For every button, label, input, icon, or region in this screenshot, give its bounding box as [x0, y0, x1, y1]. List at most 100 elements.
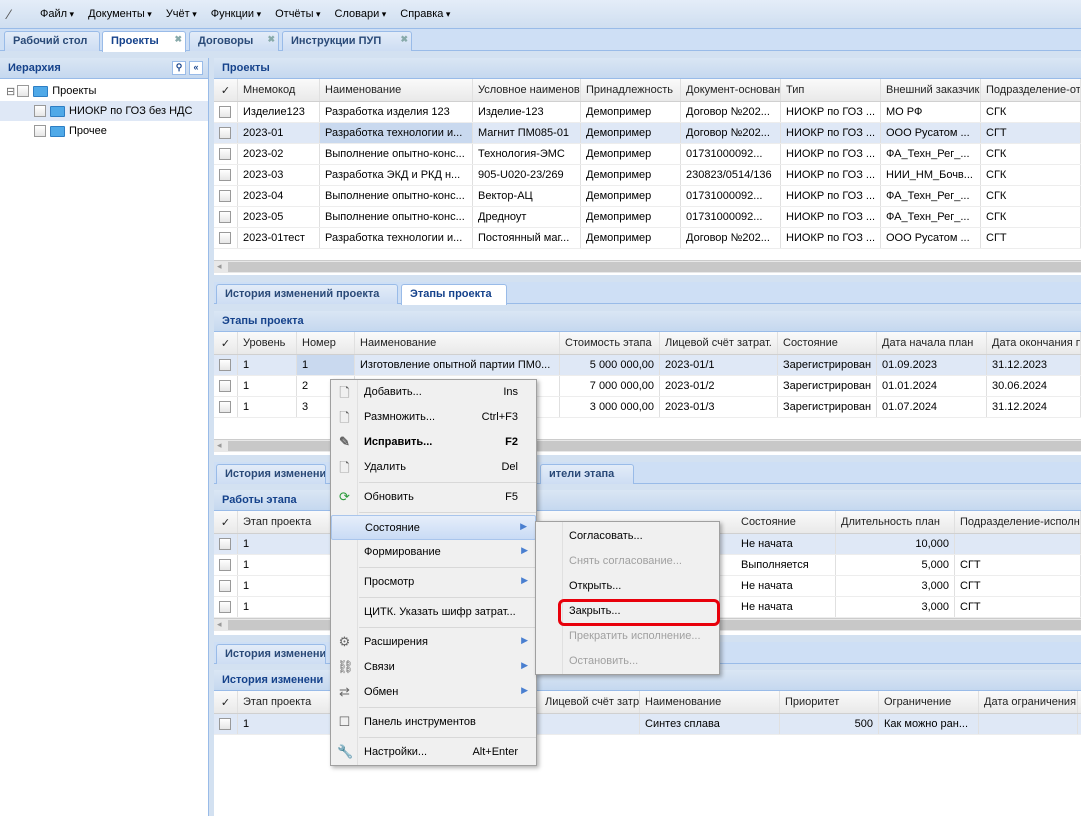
- row-checkbox[interactable]: [219, 359, 231, 372]
- table-row[interactable]: 2023-04 Выполнение опытно-конс... Вектор-А…: [214, 186, 1081, 207]
- row-checkbox-cell[interactable]: [214, 397, 238, 417]
- row-checkbox-cell[interactable]: [214, 355, 238, 375]
- column-header[interactable]: Уровень: [238, 332, 297, 354]
- column-header[interactable]: Подразделение-исполни: [955, 511, 1081, 533]
- tab-2[interactable]: Договоры ✖: [189, 31, 279, 51]
- scroll-thumb[interactable]: [228, 441, 1081, 451]
- context-menu-item[interactable]: Формирование ▶: [331, 540, 536, 565]
- table-row[interactable]: 2023-05 Выполнение опытно-конс... Дредноут…: [214, 207, 1081, 228]
- row-checkbox[interactable]: [219, 190, 231, 203]
- column-header[interactable]: Приоритет: [780, 691, 879, 713]
- tab-1[interactable]: Проекты ✖: [102, 31, 186, 52]
- row-checkbox-cell[interactable]: [214, 165, 238, 185]
- scroll-left-icon[interactable]: ◂: [217, 261, 222, 271]
- row-checkbox-cell[interactable]: [214, 597, 238, 617]
- column-header[interactable]: Внешний заказчик: [881, 79, 981, 101]
- row-checkbox-cell[interactable]: [214, 123, 238, 143]
- table-row[interactable]: 2023-01тест Разработка технологии и... Пос…: [214, 228, 1081, 249]
- column-header[interactable]: Этап проекта: [238, 691, 338, 713]
- context-menu-item[interactable]: ⛓ Связи ▶: [331, 655, 536, 680]
- collapse-icon[interactable]: «: [189, 61, 203, 75]
- table-row[interactable]: 1 1 Изготовление опытной партии ПМ0... 5 00…: [214, 355, 1081, 376]
- scroll-left-icon[interactable]: ◂: [217, 619, 222, 629]
- column-header[interactable]: Документ-основан: [681, 79, 781, 101]
- row-checkbox[interactable]: [219, 538, 231, 551]
- column-header[interactable]: Наименование: [640, 691, 780, 713]
- table-row[interactable]: 2023-02 Выполнение опытно-конс... Технолог…: [214, 144, 1081, 165]
- row-checkbox-cell[interactable]: [214, 186, 238, 206]
- context-menu-item[interactable]: 🗋 Удалить Del: [331, 455, 536, 480]
- column-header[interactable]: Состояние: [778, 332, 877, 354]
- column-header[interactable]: Дата ограничения: [979, 691, 1078, 713]
- context-menu-item[interactable]: 🗋 Размножить... Ctrl+F3: [331, 405, 536, 430]
- row-checkbox-cell[interactable]: [214, 207, 238, 227]
- column-header[interactable]: Дата начала план: [877, 332, 987, 354]
- tab-0[interactable]: Рабочий стол: [4, 31, 100, 51]
- column-header[interactable]: Стоимость этапа: [560, 332, 660, 354]
- row-checkbox-cell[interactable]: [214, 144, 238, 164]
- column-header[interactable]: Номер: [297, 332, 355, 354]
- subtab[interactable]: Этапы проекта: [401, 284, 507, 305]
- table-row[interactable]: 2023-01 Разработка технологии и... Магнит …: [214, 123, 1081, 144]
- close-icon[interactable]: ✖: [174, 34, 182, 44]
- menu-0[interactable]: Файл: [40, 8, 74, 20]
- submenu-item[interactable]: Открыть...: [569, 580, 622, 592]
- checkbox[interactable]: [34, 105, 46, 117]
- column-header[interactable]: Мнемокод: [238, 79, 320, 101]
- column-header[interactable]: Лицевой счёт затрат.: [660, 332, 778, 354]
- tree-node[interactable]: ⊟ Проекты: [0, 81, 208, 101]
- select-all-check[interactable]: ✓: [214, 511, 238, 533]
- tree-node[interactable]: НИОКР по ГОЗ без НДС: [0, 101, 208, 121]
- table-row[interactable]: 2023-03 Разработка ЭКД и РКД н... 905-U020…: [214, 165, 1081, 186]
- table-row[interactable]: Изделие123 Разработка изделия 123 Изделие-…: [214, 102, 1081, 123]
- row-checkbox[interactable]: [219, 718, 231, 731]
- row-checkbox-cell[interactable]: [214, 555, 238, 575]
- row-checkbox[interactable]: [219, 580, 231, 593]
- context-menu-item[interactable]: ⇄ Обмен ▶: [331, 680, 536, 705]
- row-checkbox[interactable]: [219, 211, 231, 224]
- tab-3[interactable]: Инструкции ПУП ✖: [282, 31, 412, 51]
- menu-3[interactable]: Функции: [211, 8, 261, 20]
- subtab[interactable]: История изменени: [216, 464, 326, 484]
- submenu-item[interactable]: Закрыть...: [569, 605, 621, 617]
- context-menu-item[interactable]: 🗋 Добавить... Ins: [331, 380, 536, 405]
- column-header[interactable]: Состояние: [736, 511, 836, 533]
- tree-node[interactable]: Прочее: [0, 121, 208, 141]
- subtab[interactable]: ители этапа: [540, 464, 634, 484]
- submenu-item[interactable]: Согласовать...: [569, 530, 643, 542]
- context-menu-item[interactable]: ⚙ Расширения ▶: [331, 630, 536, 655]
- checkbox[interactable]: [34, 125, 46, 137]
- column-header[interactable]: Принадлежность: [581, 79, 681, 101]
- row-checkbox[interactable]: [219, 380, 231, 393]
- select-all-check[interactable]: ✓: [214, 691, 238, 713]
- checkbox[interactable]: [17, 85, 30, 97]
- row-checkbox[interactable]: [219, 169, 231, 182]
- select-all-check[interactable]: ✓: [214, 332, 238, 354]
- column-header[interactable]: Ограничение: [879, 691, 979, 713]
- column-header[interactable]: Подразделение-от: [981, 79, 1081, 101]
- row-checkbox-cell[interactable]: [214, 376, 238, 396]
- menu-5[interactable]: Словари: [335, 8, 387, 20]
- row-checkbox-cell[interactable]: [214, 102, 238, 122]
- subtab[interactable]: История изменени: [216, 644, 326, 664]
- scroll-thumb[interactable]: [228, 262, 1081, 272]
- close-icon[interactable]: ✖: [267, 34, 275, 44]
- collapse-toggle-icon[interactable]: ⊟: [6, 85, 16, 98]
- menu-4[interactable]: Отчёты: [275, 8, 320, 20]
- row-checkbox[interactable]: [219, 559, 231, 572]
- column-header[interactable]: Лицевой счёт затр: [540, 691, 640, 713]
- context-menu-item[interactable]: Просмотр ▶: [331, 570, 536, 595]
- menu-6[interactable]: Справка: [400, 8, 450, 20]
- row-checkbox-cell[interactable]: [214, 714, 238, 734]
- context-menu-item[interactable]: ☐ Панель инструментов: [331, 710, 536, 735]
- row-checkbox[interactable]: [219, 401, 231, 414]
- row-checkbox[interactable]: [219, 601, 231, 614]
- search-icon[interactable]: ⚲: [172, 61, 186, 75]
- column-header[interactable]: Дата окончания п: [987, 332, 1081, 354]
- scroll-left-icon[interactable]: ◂: [217, 440, 222, 450]
- menu-2[interactable]: Учёт: [166, 8, 197, 20]
- horizontal-scrollbar[interactable]: ◂: [214, 260, 1081, 273]
- row-checkbox-cell[interactable]: [214, 228, 238, 248]
